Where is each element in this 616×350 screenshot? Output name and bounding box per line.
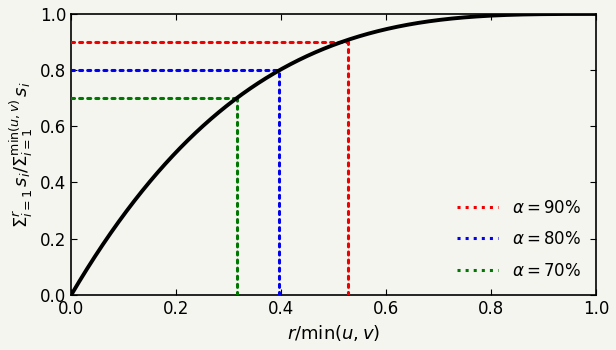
- Y-axis label: $\Sigma_{i=1}^{r}\, s_i / \Sigma_{i=1}^{\min(u,v)}\, s_i$: $\Sigma_{i=1}^{r}\, s_i / \Sigma_{i=1}^{…: [7, 81, 34, 228]
- Legend: $\alpha = 90\%$, $\alpha = 80\%$, $\alpha = 70\%$: $\alpha = 90\%$, $\alpha = 80\%$, $\alph…: [450, 192, 588, 286]
- X-axis label: $r/\min(u, v)$: $r/\min(u, v)$: [287, 323, 380, 343]
